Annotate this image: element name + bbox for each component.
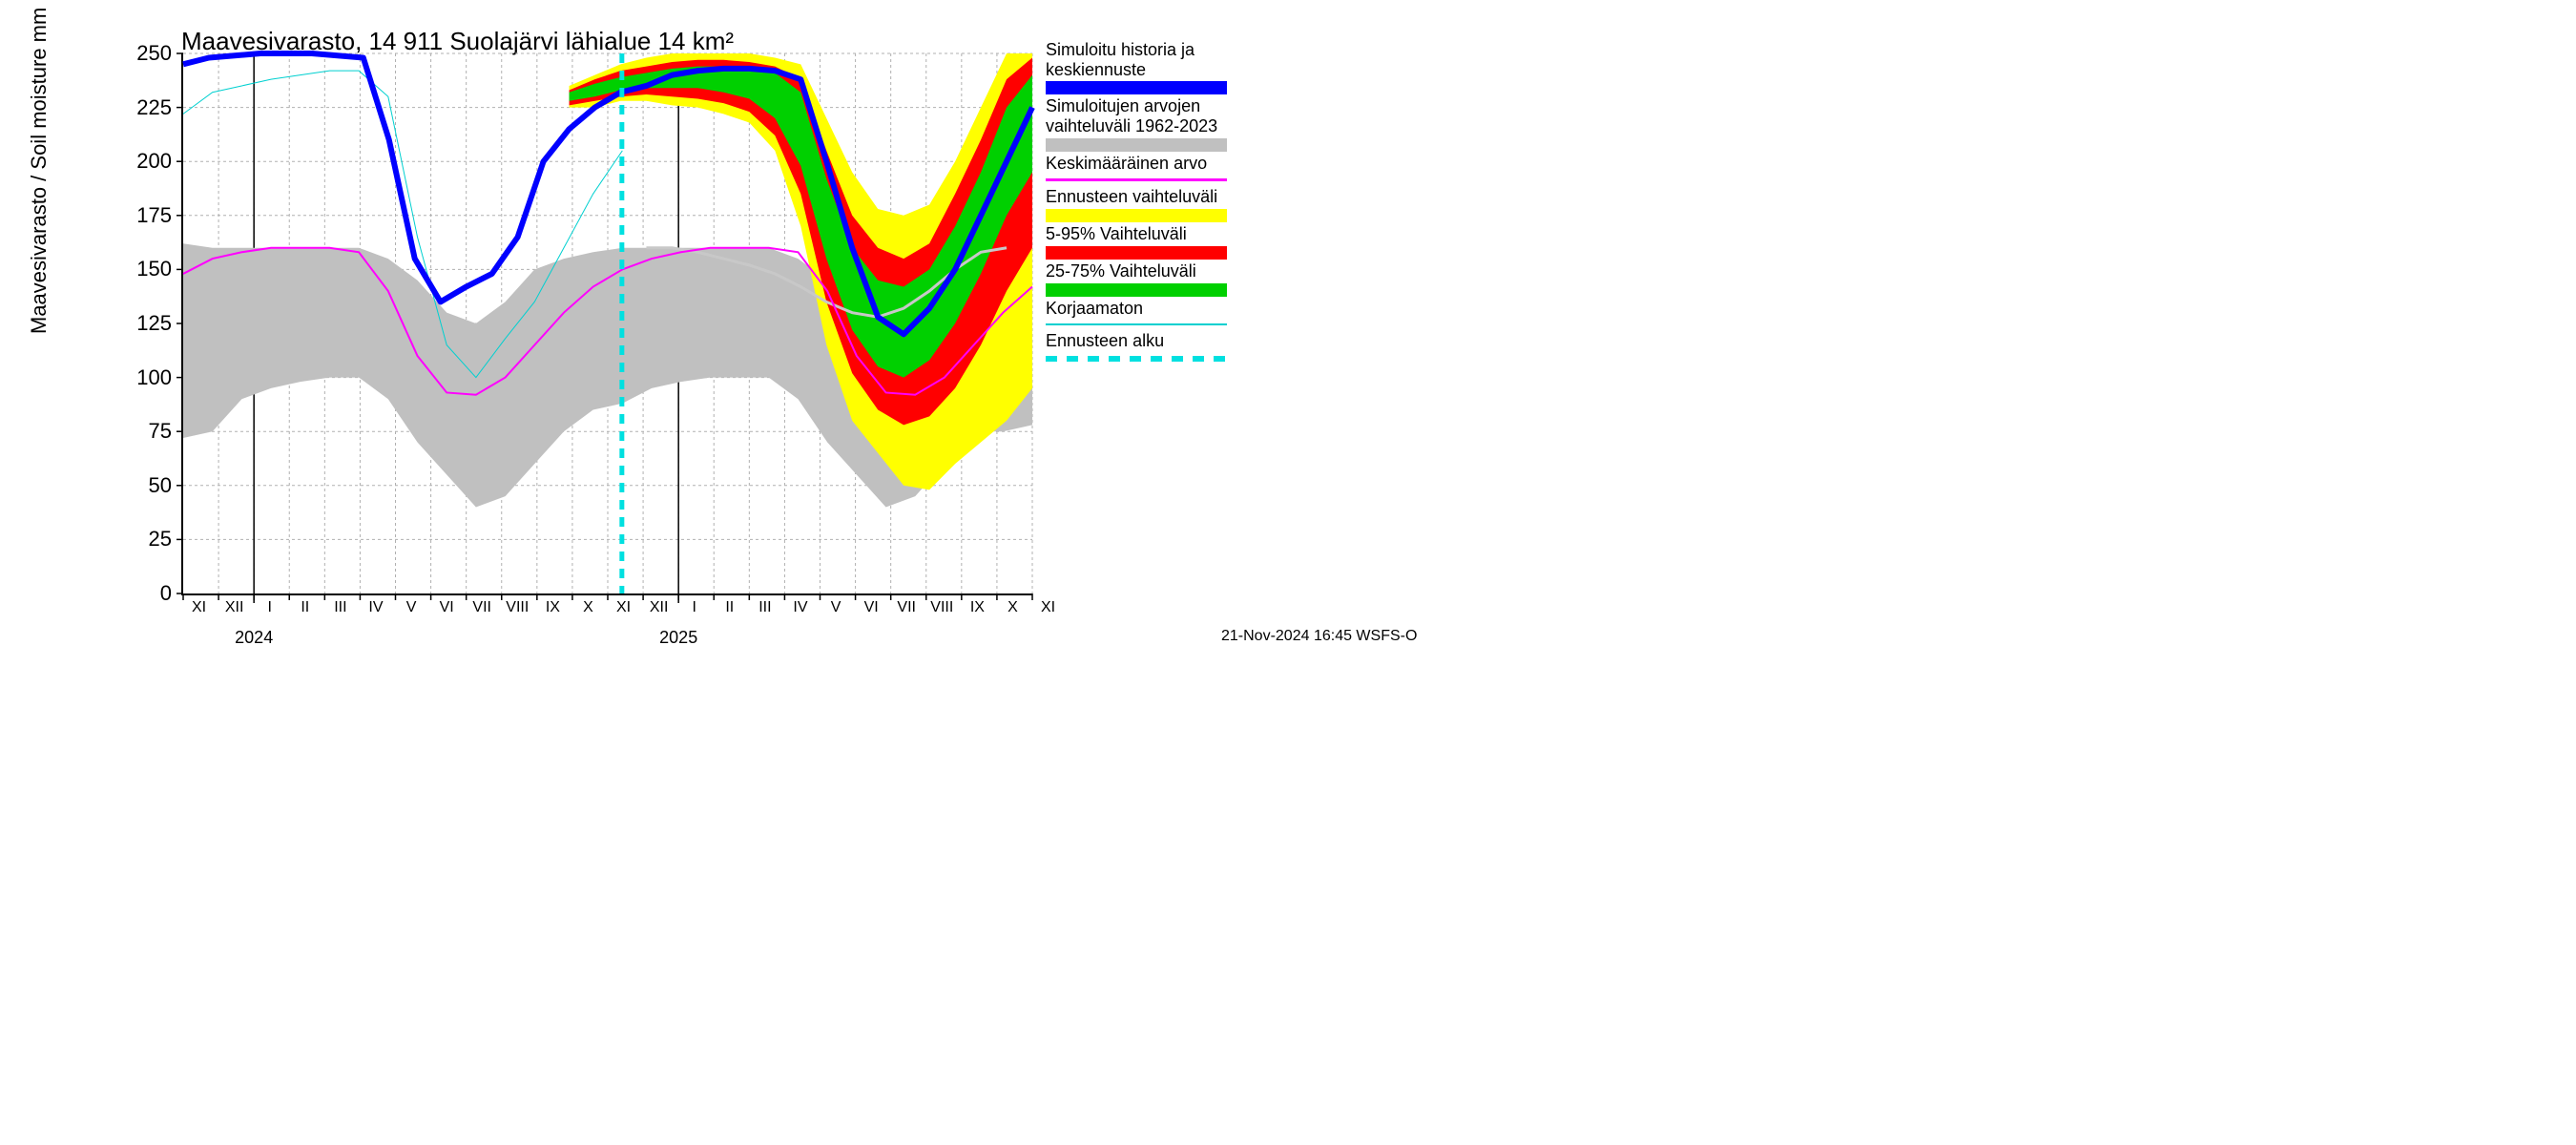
y-tick: 125 [124,311,172,336]
x-tick: XI [1041,599,1055,616]
x-tick: X [583,599,593,616]
legend-swatch [1046,246,1227,260]
y-tick: 0 [124,581,172,606]
x-tick: II [301,599,309,616]
legend-swatch [1046,178,1227,181]
x-tick: XI [192,599,206,616]
x-tick: VI [864,599,879,616]
legend-item: Simuloitujen arvojenvaihteluväli 1962-20… [1046,96,1408,151]
x-tick: V [406,599,417,616]
x-tick: IX [546,599,560,616]
legend-label: Keskimääräinen arvo [1046,154,1408,174]
legend-item: Korjaamaton [1046,299,1408,325]
y-tick: 150 [124,257,172,281]
x-year-label: 2024 [235,628,273,648]
x-tick: III [758,599,771,616]
footer-timestamp: 21-Nov-2024 16:45 WSFS-O [1221,628,1417,645]
legend-label: Ennusteen alku [1046,331,1408,351]
legend-label: Korjaamaton [1046,299,1408,319]
legend-item: 5-95% Vaihteluväli [1046,224,1408,260]
x-tick: X [1008,599,1018,616]
legend-label: 25-75% Vaihteluväli [1046,261,1408,281]
y-tick: 25 [124,527,172,552]
legend-label: Simuloitujen arvojen [1046,96,1408,116]
x-tick: I [692,599,696,616]
x-tick: I [267,599,271,616]
legend-swatch [1046,323,1227,325]
x-tick: VI [440,599,454,616]
x-tick: V [831,599,841,616]
legend-item: Ennusteen vaihteluväli [1046,187,1408,222]
legend-swatch [1046,138,1227,152]
y-tick: 225 [124,95,172,120]
x-tick: II [725,599,734,616]
x-tick: XII [225,599,244,616]
x-tick: VIII [506,599,529,616]
y-axis-label: Maavesivarasto / Soil moisture mm [27,8,52,334]
legend-item: 25-75% Vaihteluväli [1046,261,1408,297]
legend-label: Simuloitu historia ja [1046,40,1408,60]
x-tick: XII [650,599,669,616]
legend-label: keskiennuste [1046,60,1408,80]
x-tick: VIII [930,599,953,616]
y-tick: 50 [124,473,172,498]
x-year-label: 2025 [659,628,697,648]
legend-label: vaihteluväli 1962-2023 [1046,116,1408,136]
y-tick: 250 [124,41,172,66]
legend-swatch [1046,283,1227,297]
x-tick: IX [970,599,985,616]
legend-item: Simuloitu historia jakeskiennuste [1046,40,1408,94]
x-tick: III [334,599,346,616]
legend-label: 5-95% Vaihteluväli [1046,224,1408,244]
y-tick: 75 [124,419,172,444]
plot-svg [183,53,1032,593]
legend-item: Keskimääräinen arvo [1046,154,1408,182]
y-tick: 200 [124,149,172,174]
x-tick: VII [897,599,916,616]
legend-swatch [1046,356,1227,362]
x-tick: IV [368,599,383,616]
legend: Simuloitu historia jakeskiennusteSimuloi… [1046,40,1408,367]
x-tick: IV [793,599,807,616]
legend-swatch [1046,81,1227,94]
y-tick: 100 [124,365,172,390]
soil-moisture-chart: Maavesivarasto, 14 911 Suolajärvi lähial… [10,10,1422,658]
x-tick: XI [616,599,631,616]
x-tick: VII [472,599,491,616]
legend-item: Ennusteen alku [1046,331,1408,363]
y-tick: 175 [124,203,172,228]
legend-swatch [1046,209,1227,222]
plot-area [181,53,1032,595]
legend-label: Ennusteen vaihteluväli [1046,187,1408,207]
